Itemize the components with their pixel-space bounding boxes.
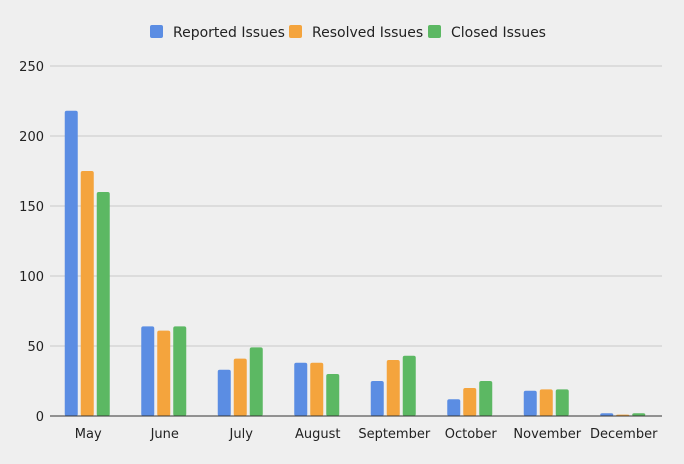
legend-label-2: Closed Issues: [451, 25, 546, 41]
x-tick-label: October: [445, 427, 498, 442]
bar-october-series-1: [463, 388, 477, 416]
bar-july-series-2: [249, 347, 263, 416]
x-tick-label: November: [513, 427, 581, 442]
y-tick-label: 200: [19, 130, 44, 145]
bar-december-series-0: [600, 413, 614, 416]
y-axis-ticks: 0 50 100 150 200 250: [19, 60, 44, 425]
bar-october-series-2: [479, 381, 493, 416]
bar-november-series-2: [555, 389, 569, 416]
x-tick-label: July: [229, 427, 254, 442]
bar-august-series-1: [310, 362, 324, 416]
bar-june-series-1: [157, 330, 171, 416]
y-tick-label: 250: [19, 60, 44, 75]
legend-swatch-2: [428, 25, 441, 38]
x-axis-ticks: May June July August September October Novembe…: [75, 427, 658, 442]
y-tick-label: 0: [36, 410, 44, 425]
legend-swatch-0: [150, 25, 163, 38]
bar-august-series-0: [294, 362, 308, 416]
y-tick-label: 150: [19, 200, 44, 215]
bar-august-series-2: [326, 374, 340, 416]
x-tick-label: June: [150, 427, 179, 442]
legend-swatch-1: [289, 25, 302, 38]
bar-november-series-1: [539, 389, 553, 416]
bar-october-series-0: [447, 399, 461, 416]
x-tick-label: December: [590, 427, 658, 442]
legend-label-1: Resolved Issues: [312, 25, 423, 41]
y-tick-label: 50: [27, 340, 44, 355]
bar-june-series-2: [173, 326, 187, 416]
bar-september-series-0: [370, 381, 384, 416]
bar-july-series-0: [217, 369, 231, 416]
bar-september-series-1: [386, 360, 400, 416]
y-tick-label: 100: [19, 270, 44, 285]
bar-may-series-1: [80, 171, 94, 416]
bar-december-series-2: [632, 413, 646, 416]
legend-label-0: Reported Issues: [173, 25, 285, 41]
bar-may-series-2: [96, 192, 110, 416]
bars: [64, 110, 646, 417]
legend: Reported Issues Resolved Issues Closed Iss…: [150, 25, 546, 41]
x-tick-label: September: [358, 427, 431, 442]
bar-july-series-1: [233, 358, 247, 416]
bar-november-series-0: [523, 390, 537, 416]
bar-may-series-0: [64, 110, 78, 417]
bar-june-series-0: [141, 326, 155, 416]
x-tick-label: August: [295, 427, 341, 442]
gridlines: [50, 65, 662, 347]
x-tick-label: May: [75, 427, 102, 442]
bar-september-series-2: [402, 355, 416, 416]
